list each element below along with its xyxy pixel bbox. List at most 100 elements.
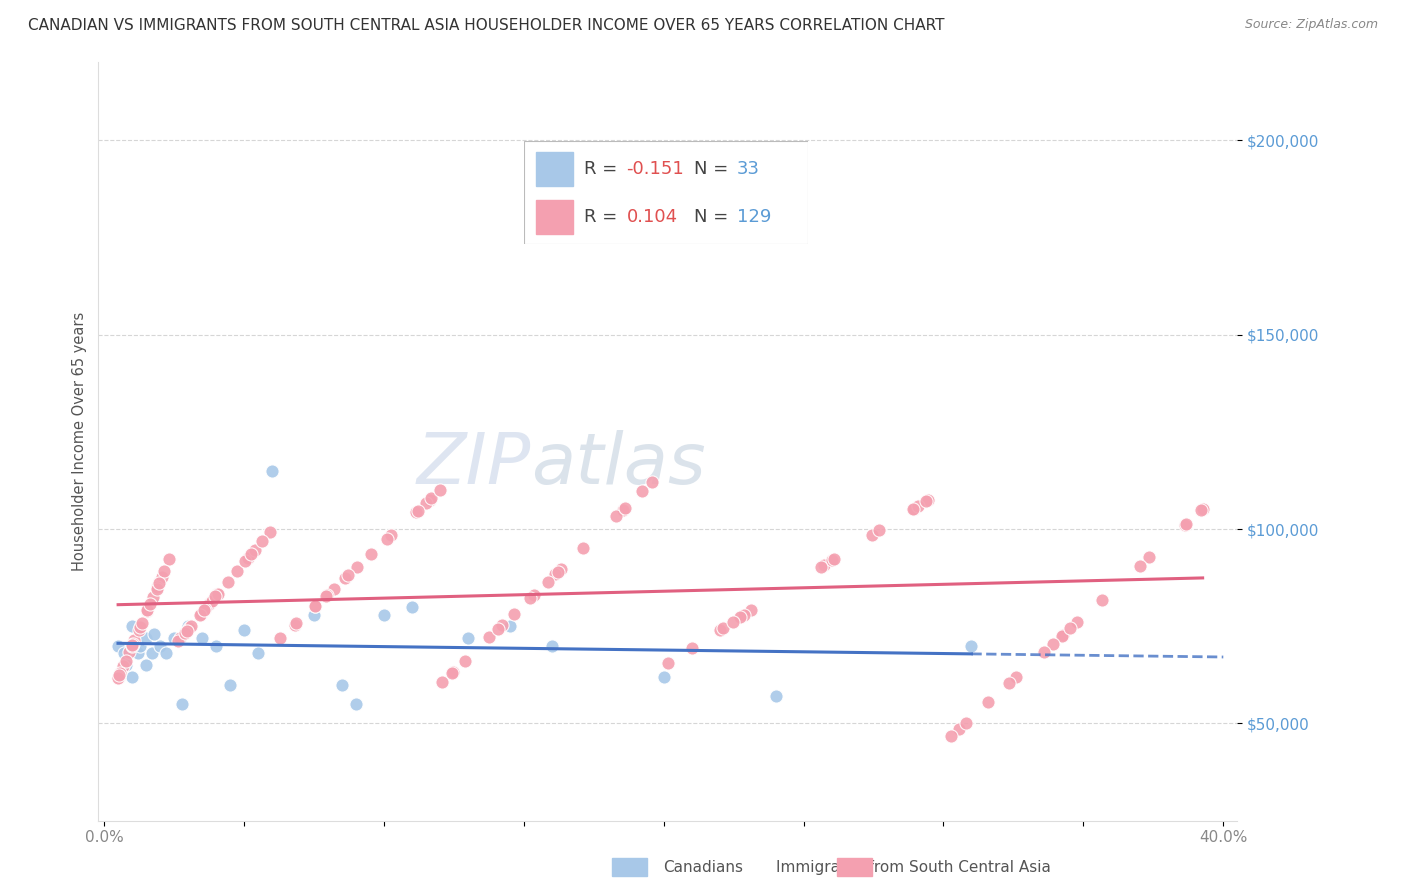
Point xyxy=(285,616,308,631)
Point xyxy=(149,639,172,653)
Point xyxy=(360,547,382,561)
Point xyxy=(207,587,229,601)
Point xyxy=(302,607,325,622)
Point xyxy=(731,608,754,623)
Point xyxy=(1033,645,1056,659)
Point xyxy=(112,647,135,661)
Point xyxy=(733,607,755,622)
Point xyxy=(141,647,163,661)
Point xyxy=(657,656,679,670)
Point xyxy=(148,575,170,590)
Point xyxy=(121,640,143,654)
Point xyxy=(250,534,273,549)
Point xyxy=(380,528,402,542)
Point xyxy=(129,620,152,634)
Text: 0.104: 0.104 xyxy=(627,208,678,226)
Point xyxy=(139,598,162,612)
Point xyxy=(612,503,634,517)
Point xyxy=(901,502,924,516)
Point xyxy=(112,658,135,673)
Point xyxy=(432,675,454,690)
Point xyxy=(136,604,159,618)
Point xyxy=(236,551,259,566)
Point xyxy=(121,670,143,684)
Point xyxy=(128,623,150,637)
Point xyxy=(197,598,219,612)
Text: Canadians: Canadians xyxy=(664,860,742,874)
Point xyxy=(153,564,176,578)
Point xyxy=(1191,501,1213,516)
Point xyxy=(166,634,188,648)
Point xyxy=(1091,593,1114,607)
Point xyxy=(860,527,883,541)
Point xyxy=(941,729,963,743)
Point xyxy=(177,621,200,635)
Point xyxy=(188,608,211,623)
Point xyxy=(375,533,398,547)
Point xyxy=(728,610,751,624)
Point xyxy=(205,639,228,653)
Point xyxy=(478,630,501,644)
Point xyxy=(544,567,567,582)
Point xyxy=(1050,629,1073,643)
Point xyxy=(198,596,221,610)
FancyBboxPatch shape xyxy=(524,141,808,244)
Point xyxy=(246,647,269,661)
Point xyxy=(613,500,636,515)
Point xyxy=(148,574,170,589)
Point xyxy=(129,639,152,653)
Point xyxy=(344,697,367,711)
Point xyxy=(143,627,166,641)
Point xyxy=(641,475,664,489)
Point xyxy=(333,571,356,585)
Point xyxy=(709,623,731,637)
Text: CANADIAN VS IMMIGRANTS FROM SOUTH CENTRAL ASIA HOUSEHOLDER INCOME OVER 65 YEARS : CANADIAN VS IMMIGRANTS FROM SOUTH CENTRA… xyxy=(28,18,945,33)
Point xyxy=(915,494,938,508)
Point xyxy=(765,690,787,704)
Point xyxy=(955,715,977,730)
Point xyxy=(259,524,281,539)
Point xyxy=(150,570,173,584)
Point xyxy=(373,607,395,622)
Point xyxy=(114,654,136,668)
Point xyxy=(315,588,337,602)
Point xyxy=(917,493,939,508)
Point xyxy=(219,677,242,691)
Point xyxy=(721,615,744,629)
Point xyxy=(405,505,427,519)
Point xyxy=(652,670,675,684)
Point xyxy=(136,603,159,617)
Point xyxy=(868,523,890,537)
Text: R =: R = xyxy=(583,161,623,178)
Point xyxy=(457,631,479,645)
Text: -0.151: -0.151 xyxy=(627,161,685,178)
Point xyxy=(304,599,326,613)
Point xyxy=(304,599,326,613)
Point xyxy=(205,588,228,602)
Point xyxy=(180,619,202,633)
Text: atlas: atlas xyxy=(531,430,706,499)
Point xyxy=(1139,549,1161,564)
Point xyxy=(217,574,239,589)
Point xyxy=(330,677,353,691)
Bar xyxy=(536,152,572,186)
Point xyxy=(1042,637,1064,651)
Point xyxy=(415,496,437,510)
Point xyxy=(536,574,558,589)
Point xyxy=(337,568,360,582)
Point xyxy=(155,647,177,661)
Text: Source: ZipAtlas.com: Source: ZipAtlas.com xyxy=(1244,18,1378,31)
Point xyxy=(346,560,368,574)
Point xyxy=(550,562,572,576)
Point xyxy=(173,626,195,640)
Point xyxy=(322,582,344,596)
Text: 33: 33 xyxy=(737,161,759,178)
Point xyxy=(998,676,1021,690)
Y-axis label: Householder Income Over 65 years: Householder Income Over 65 years xyxy=(72,312,87,571)
Point xyxy=(605,509,627,524)
Point xyxy=(121,638,143,652)
Point xyxy=(519,591,541,605)
Point xyxy=(631,484,654,499)
Point xyxy=(118,645,141,659)
Point xyxy=(1052,628,1074,642)
